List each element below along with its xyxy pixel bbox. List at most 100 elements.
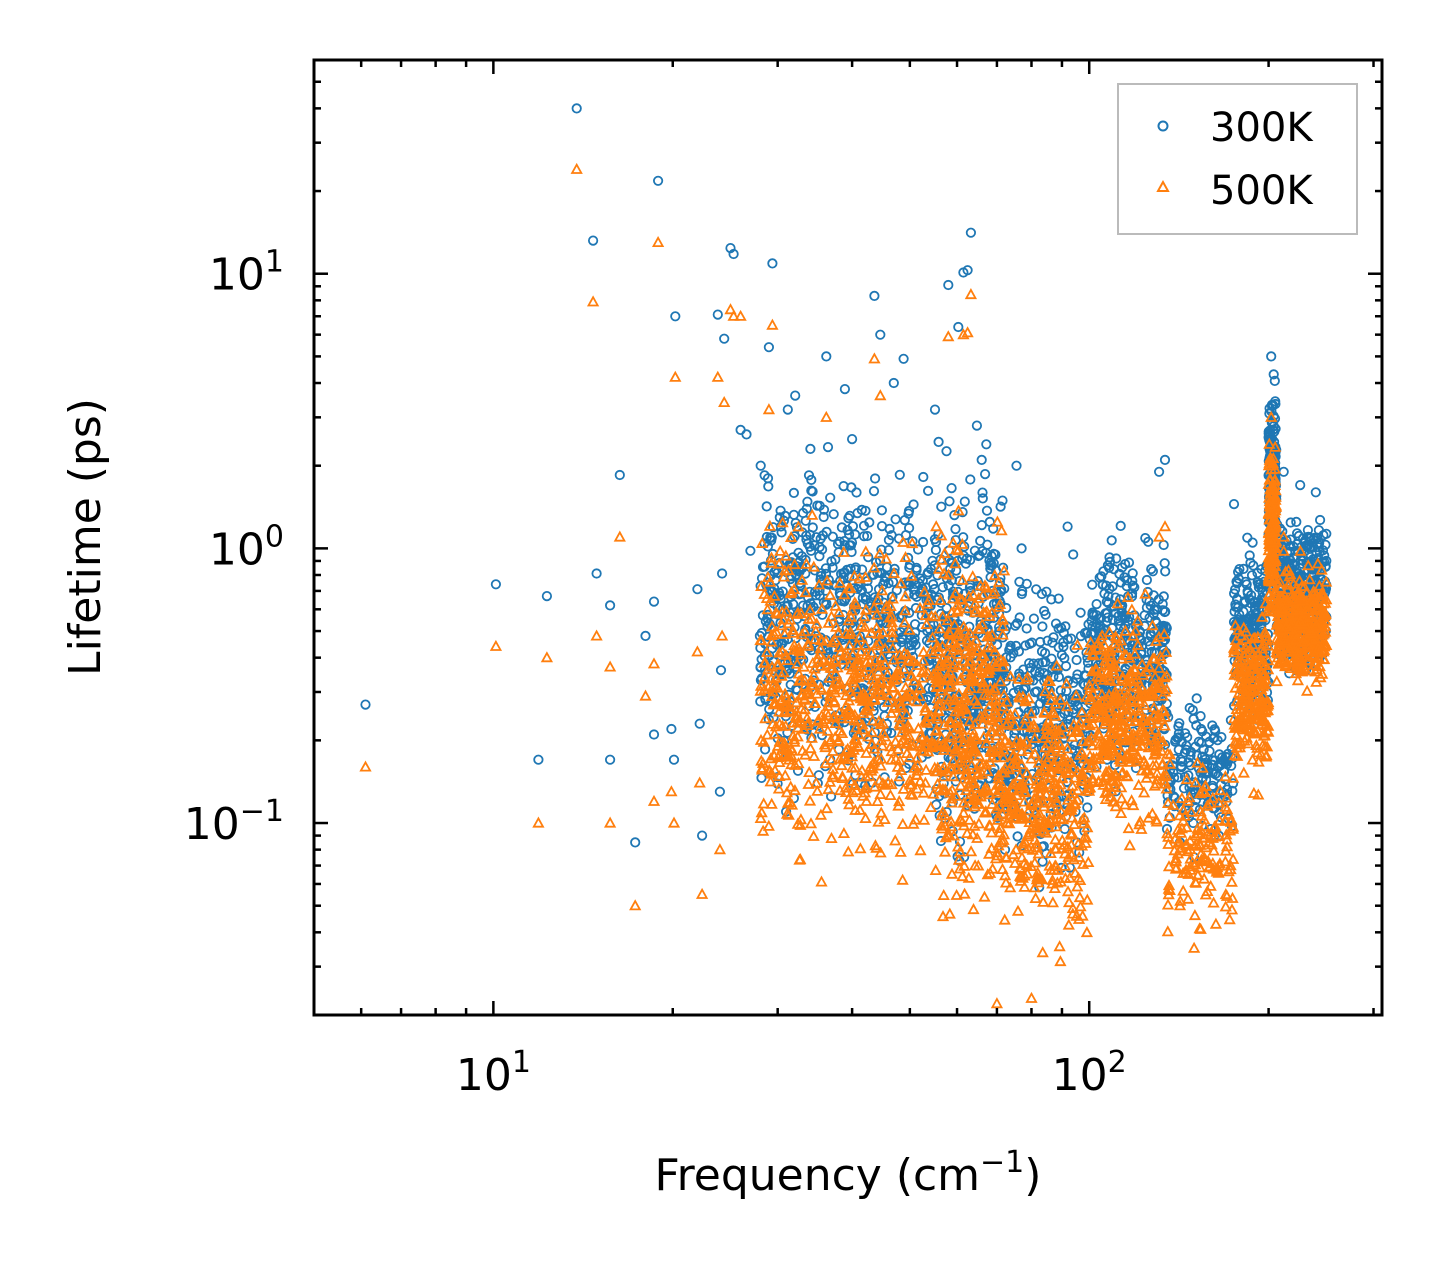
point-500k	[1054, 784, 1068, 796]
point-500k	[943, 680, 957, 692]
point-500k	[1148, 748, 1161, 760]
point-500k	[1085, 665, 1099, 677]
point-500k	[718, 395, 731, 408]
point-500k	[882, 688, 896, 700]
point-500k	[998, 708, 1011, 720]
point-500k	[904, 788, 917, 800]
point-300k	[1240, 576, 1251, 587]
point-500k	[1225, 875, 1238, 887]
point-300k	[1191, 693, 1202, 704]
point-500k	[913, 737, 926, 749]
point-500k	[1104, 737, 1118, 749]
point-300k	[894, 469, 905, 480]
point-500k	[1151, 716, 1164, 728]
point-500k	[1161, 898, 1175, 910]
point-500k	[1163, 883, 1176, 895]
point-300k	[1082, 802, 1093, 813]
point-500k	[894, 737, 907, 749]
point-500k	[833, 724, 846, 736]
point-300k	[844, 540, 855, 551]
point-500k	[1022, 830, 1035, 842]
point-500k	[758, 587, 771, 599]
point-500k	[885, 706, 898, 718]
point-500k	[869, 839, 882, 851]
point-300k	[816, 544, 828, 555]
point-300k	[1204, 746, 1215, 757]
point-500k	[968, 693, 982, 705]
point-500k	[808, 633, 822, 645]
point-500k	[879, 552, 893, 564]
point-300k	[886, 591, 898, 603]
point-300k	[804, 529, 816, 540]
point-500k	[792, 757, 805, 769]
point-500k	[981, 765, 994, 777]
point-300k	[1056, 622, 1067, 634]
point-500k	[1128, 647, 1142, 659]
point-500k	[826, 636, 839, 648]
point-500k	[963, 715, 976, 727]
point-500k	[986, 797, 999, 809]
point-300k	[1265, 425, 1276, 436]
point-500k	[1180, 773, 1193, 785]
point-300k	[760, 615, 771, 627]
point-500k	[896, 817, 909, 829]
point-500k	[693, 776, 706, 788]
point-500k	[1189, 858, 1202, 870]
point-300k	[1060, 660, 1072, 672]
point-500k	[933, 782, 946, 794]
point-300k	[953, 321, 964, 333]
point-500k	[843, 628, 856, 640]
point-500k	[853, 803, 867, 815]
point-500k	[763, 519, 777, 531]
point-500k	[1075, 706, 1089, 718]
point-300k	[728, 248, 739, 260]
point-300k	[883, 578, 894, 589]
point-500k	[815, 683, 828, 695]
point-300k	[1130, 621, 1142, 632]
point-500k	[1025, 720, 1038, 732]
point-500k	[996, 660, 1010, 672]
point-500k	[897, 662, 910, 674]
point-500k	[1095, 667, 1108, 679]
point-300k	[360, 699, 371, 710]
point-500k	[1173, 809, 1186, 821]
point-500k	[885, 610, 899, 622]
point-500k	[1159, 777, 1172, 789]
point-500k	[766, 318, 779, 330]
point-500k	[1068, 818, 1081, 829]
point-300k	[1228, 498, 1240, 510]
point-500k	[794, 607, 808, 619]
point-500k	[792, 674, 806, 686]
point-300k	[1180, 728, 1191, 739]
point-500k	[1109, 800, 1122, 812]
point-500k	[844, 610, 858, 622]
point-500k	[775, 669, 788, 681]
point-500k	[761, 728, 774, 740]
point-500k	[878, 812, 891, 824]
point-500k	[1149, 723, 1162, 735]
point-500k	[957, 654, 970, 666]
point-300k	[1211, 768, 1222, 779]
point-500k	[932, 644, 945, 656]
point-500k	[1099, 771, 1113, 783]
point-500k	[1040, 723, 1053, 734]
point-500k	[800, 557, 813, 569]
point-500k	[981, 868, 994, 880]
point-300k	[1228, 778, 1239, 789]
point-500k	[946, 592, 960, 604]
point-500k	[1031, 781, 1044, 793]
point-500k	[1058, 847, 1072, 859]
point-500k	[876, 717, 890, 729]
point-500k	[1127, 727, 1140, 739]
point-500k	[1219, 855, 1232, 867]
point-300k	[825, 492, 836, 503]
point-500k	[868, 352, 881, 364]
point-300k	[912, 544, 924, 555]
point-300k	[858, 520, 870, 531]
point-500k	[942, 330, 955, 342]
point-500k	[950, 543, 963, 554]
point-500k	[1046, 873, 1059, 885]
point-500k	[972, 591, 985, 603]
point-500k	[1191, 868, 1205, 880]
point-500k	[905, 778, 918, 790]
